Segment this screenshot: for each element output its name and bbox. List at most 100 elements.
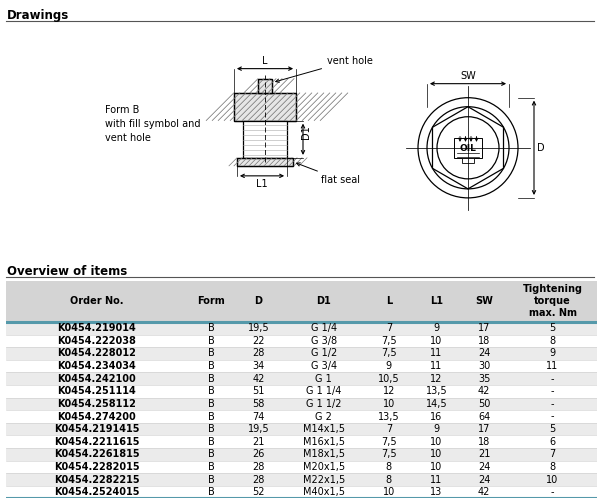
Polygon shape — [283, 486, 365, 498]
Text: -: - — [551, 411, 554, 421]
Text: 16: 16 — [430, 411, 443, 421]
Polygon shape — [508, 398, 597, 410]
Text: 7,5: 7,5 — [381, 349, 397, 359]
Text: K0454.228012: K0454.228012 — [57, 349, 136, 359]
Polygon shape — [235, 347, 283, 360]
Text: M22x1,5: M22x1,5 — [302, 474, 345, 484]
Text: Order No.: Order No. — [70, 296, 124, 306]
Text: Drawings: Drawings — [7, 9, 70, 22]
Polygon shape — [187, 448, 235, 460]
Text: 19,5: 19,5 — [248, 424, 269, 434]
Text: -: - — [551, 399, 554, 409]
Text: SW: SW — [475, 296, 493, 306]
Polygon shape — [237, 158, 293, 166]
Text: K0454.219014: K0454.219014 — [57, 323, 136, 333]
Text: G 1: G 1 — [316, 374, 332, 384]
Text: -: - — [551, 386, 554, 396]
Text: 9: 9 — [550, 349, 556, 359]
Text: 34: 34 — [253, 361, 265, 371]
Polygon shape — [365, 435, 413, 448]
Text: 10: 10 — [383, 399, 395, 409]
Polygon shape — [460, 460, 508, 473]
Polygon shape — [235, 435, 283, 448]
Text: 7: 7 — [386, 424, 392, 434]
Text: 74: 74 — [253, 411, 265, 421]
Polygon shape — [508, 448, 597, 460]
Polygon shape — [413, 410, 460, 423]
Polygon shape — [365, 322, 413, 335]
Text: B: B — [208, 487, 214, 497]
Text: K0454.2191415: K0454.2191415 — [54, 424, 139, 434]
Polygon shape — [235, 360, 283, 372]
Polygon shape — [187, 423, 235, 435]
Polygon shape — [187, 360, 235, 372]
Text: 42: 42 — [478, 386, 490, 396]
Text: D: D — [537, 143, 545, 153]
Polygon shape — [365, 398, 413, 410]
Text: K0454.2261815: K0454.2261815 — [54, 449, 139, 459]
Polygon shape — [460, 398, 508, 410]
Polygon shape — [283, 423, 365, 435]
Polygon shape — [462, 158, 474, 163]
Text: 28: 28 — [253, 349, 265, 359]
Polygon shape — [283, 435, 365, 448]
Text: 5: 5 — [550, 323, 556, 333]
Polygon shape — [283, 360, 365, 372]
Text: B: B — [208, 374, 214, 384]
Polygon shape — [235, 398, 283, 410]
Polygon shape — [508, 435, 597, 448]
Text: L1: L1 — [256, 179, 268, 189]
Text: 8: 8 — [386, 474, 392, 484]
Polygon shape — [460, 448, 508, 460]
Polygon shape — [6, 486, 187, 498]
Polygon shape — [6, 460, 187, 473]
Polygon shape — [413, 398, 460, 410]
Text: 26: 26 — [253, 449, 265, 459]
Text: 9: 9 — [433, 424, 440, 434]
Polygon shape — [283, 398, 365, 410]
Polygon shape — [235, 335, 283, 347]
Polygon shape — [187, 460, 235, 473]
Polygon shape — [6, 423, 187, 435]
Text: L: L — [262, 56, 268, 66]
Text: B: B — [208, 399, 214, 409]
Polygon shape — [413, 322, 460, 335]
Polygon shape — [6, 372, 187, 385]
Text: L: L — [386, 296, 392, 306]
Text: 12: 12 — [383, 386, 395, 396]
Polygon shape — [508, 473, 597, 486]
Text: L1: L1 — [430, 296, 443, 306]
Polygon shape — [187, 473, 235, 486]
Text: B: B — [208, 323, 214, 333]
Polygon shape — [413, 473, 460, 486]
Polygon shape — [258, 79, 272, 93]
Text: 11: 11 — [547, 361, 559, 371]
Text: 10: 10 — [383, 487, 395, 497]
Text: B: B — [208, 411, 214, 421]
Polygon shape — [234, 93, 296, 121]
Text: K0454.2282215: K0454.2282215 — [54, 474, 139, 484]
Polygon shape — [6, 335, 187, 347]
Polygon shape — [365, 372, 413, 385]
Text: 7: 7 — [550, 449, 556, 459]
Polygon shape — [413, 435, 460, 448]
Polygon shape — [508, 486, 597, 498]
Text: B: B — [208, 462, 214, 472]
Polygon shape — [187, 435, 235, 448]
Text: Overview of items: Overview of items — [7, 265, 127, 278]
Text: 24: 24 — [478, 462, 490, 472]
Text: B: B — [208, 437, 214, 447]
Polygon shape — [508, 347, 597, 360]
Polygon shape — [365, 360, 413, 372]
Text: B: B — [208, 424, 214, 434]
Polygon shape — [187, 335, 235, 347]
Polygon shape — [413, 448, 460, 460]
Text: 28: 28 — [253, 474, 265, 484]
Polygon shape — [460, 410, 508, 423]
Text: 12: 12 — [430, 374, 443, 384]
Polygon shape — [187, 347, 235, 360]
Text: K0454.2211615: K0454.2211615 — [54, 437, 139, 447]
Text: K0454.2282015: K0454.2282015 — [54, 462, 139, 472]
Text: 6: 6 — [550, 437, 556, 447]
Polygon shape — [508, 360, 597, 372]
